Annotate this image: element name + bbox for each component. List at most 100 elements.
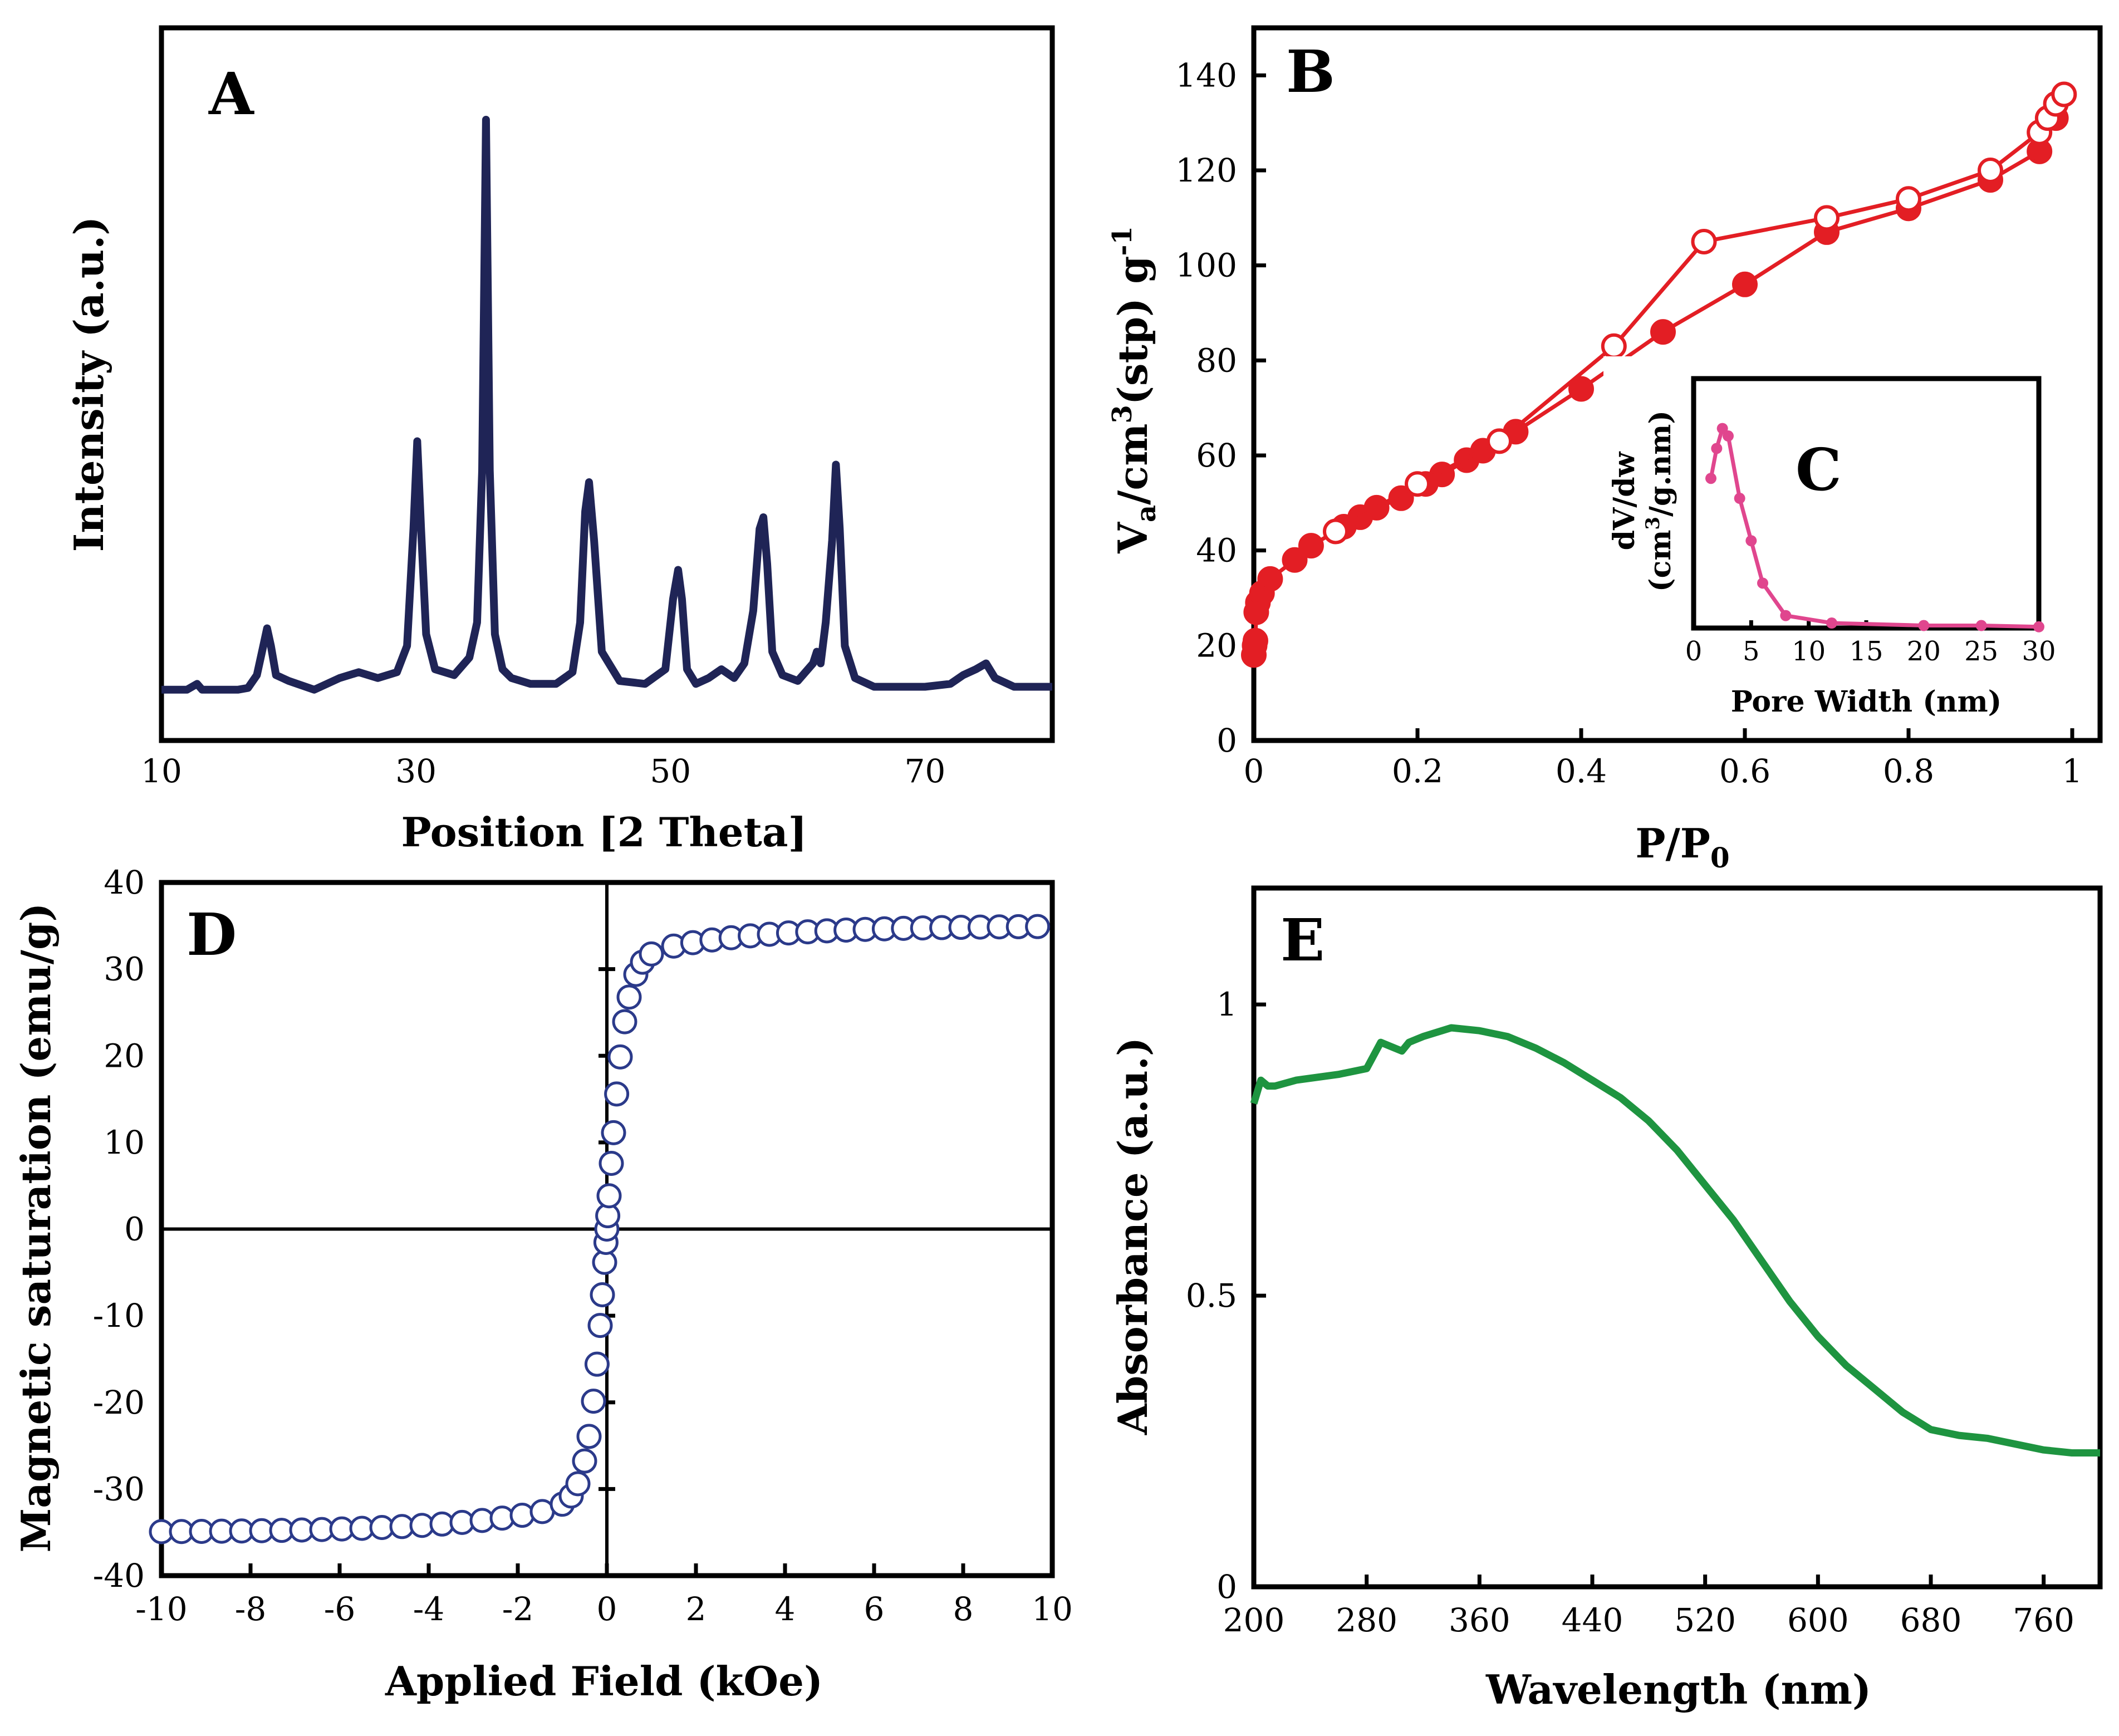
panel-d-point xyxy=(601,1120,626,1145)
panel-b-y-label-stp: (stp) g xyxy=(1109,256,1156,405)
inset-c-point xyxy=(1918,620,1930,631)
panel-e-ticks: 200 280 360 440 520 600 680 760 0 0.5 1 xyxy=(1186,985,2074,1639)
panel-d: -10 -8 -6 -4 -2 0 2 4 6 8 10-40-30-20-10010203040 … xyxy=(12,864,1073,1705)
panel-e-y-tick-label: 0 xyxy=(1217,1568,1237,1606)
panel-e-y-tick-label: 0.5 xyxy=(1186,1277,1237,1315)
inset-c-x-tick-label: 20 xyxy=(1907,636,1941,667)
panel-d-x-tick-label: 0 xyxy=(597,1590,617,1628)
panel-b-y-label-mid: /cm xyxy=(1109,424,1156,505)
panel-a-x-tick-label: 10 xyxy=(141,752,182,790)
panel-a-series-line xyxy=(161,116,1052,694)
inset-c-point xyxy=(1826,617,1837,629)
panel-d-y-tick-label: -40 xyxy=(93,1557,145,1595)
panel-e-y-label: Absorbance (a.u.) xyxy=(1109,1037,1156,1435)
panel-b-adsorption-point xyxy=(1732,271,1758,297)
panel-d-x-tick-label: 8 xyxy=(953,1590,974,1628)
inset-c: 0 5 10 15 20 25 30 C Pore Width (nm) dV/dw (cm… xyxy=(1603,356,2060,719)
panel-d-y-tick-label: 20 xyxy=(104,1037,145,1075)
panel-e-x-tick-label: 280 xyxy=(1336,1601,1397,1639)
panel-b-y-tick-label: 20 xyxy=(1196,626,1237,664)
panel-b-y-tick-label: 140 xyxy=(1175,56,1237,94)
panel-b-desorption-point xyxy=(2051,81,2077,107)
panel-a-axes-frame xyxy=(159,25,1055,743)
panel-d-y-tick-label: 30 xyxy=(104,950,145,988)
panel-d-point xyxy=(616,984,642,1010)
inset-c-y-label-line2: (cm3/g.nm) xyxy=(1642,410,1677,592)
inset-c-background xyxy=(1603,356,2060,618)
panel-b-x-tick-label: 0.6 xyxy=(1719,752,1770,790)
panel-b-desorption-point xyxy=(1978,158,2003,183)
inset-c-x-tick-label: 5 xyxy=(1743,636,1760,667)
inset-c-y-label-close: /g.nm) xyxy=(1644,410,1677,517)
panel-d-x-tick-label: 4 xyxy=(775,1590,796,1628)
panel-d-point xyxy=(509,1503,535,1528)
panel-b-x-tick-label: 0.8 xyxy=(1883,752,1934,790)
panel-e-x-tick-label: 200 xyxy=(1223,1601,1285,1639)
panel-d-x-tick-label: -4 xyxy=(413,1590,445,1628)
panel-e-x-tick-label: 600 xyxy=(1787,1601,1849,1639)
panel-b-adsorption-point xyxy=(1298,533,1324,559)
panel-b-desorption-point xyxy=(1405,471,1430,497)
panel-b-adsorption-point xyxy=(1568,376,1594,402)
panel-b-adsorption-point xyxy=(1242,627,1268,654)
panel-d-x-tick-label: -10 xyxy=(135,1590,187,1628)
inset-c-point xyxy=(1757,577,1768,589)
panel-b-y-tick-label: 40 xyxy=(1196,532,1237,570)
inset-c-x-tick-label: 10 xyxy=(1792,636,1826,667)
inset-c-x-tick-label: 15 xyxy=(1849,636,1883,667)
panel-b-adsorption-point xyxy=(1257,566,1283,592)
inset-c-y-label-open: (cm xyxy=(1644,530,1677,592)
panel-d-x-tick-label: -6 xyxy=(324,1590,356,1628)
panel-d-x-tick-label: -2 xyxy=(502,1590,534,1628)
panel-d-x-tick-label: 10 xyxy=(1032,1590,1073,1628)
panel-b-x-tick-label: 0.2 xyxy=(1392,752,1443,790)
panel-e-y-tick-label: 1 xyxy=(1217,985,1237,1023)
panel-d-x-tick-label: 6 xyxy=(864,1590,885,1628)
panel-d-point xyxy=(604,1081,630,1107)
panel-d-point xyxy=(599,1150,624,1176)
panel-b-adsorption-point xyxy=(1650,319,1676,345)
inset-c-point xyxy=(1734,493,1745,504)
panel-d-y-tick-label: 10 xyxy=(104,1124,145,1161)
panel-d-point xyxy=(572,1448,597,1474)
inset-c-x-label: Pore Width (nm) xyxy=(1731,685,2002,719)
panel-e-x-tick-label: 360 xyxy=(1449,1601,1510,1639)
inset-c-point xyxy=(1723,430,1734,442)
panel-d-label: D xyxy=(187,900,237,969)
panel-e-axes-frame xyxy=(1251,885,2103,1590)
inset-c-label: C xyxy=(1796,435,1842,504)
panel-d-point xyxy=(584,1351,610,1377)
panel-b-x-label-sub: 0 xyxy=(1710,841,1730,874)
panel-b-y-tick-label: 0 xyxy=(1217,722,1237,759)
panel-d-point xyxy=(576,1424,602,1449)
panel-e-label: E xyxy=(1281,906,1325,974)
panel-b-y-tick-label: 100 xyxy=(1175,247,1237,285)
panel-b-desorption-point xyxy=(1896,186,1921,212)
panel-b-x-label: P/P0 xyxy=(1635,820,1729,874)
panel-d-y-tick-label: -30 xyxy=(93,1470,145,1508)
inset-c-point xyxy=(1975,620,1987,631)
panel-a-x-tick-label: 70 xyxy=(905,752,946,790)
panel-b-axes-frame xyxy=(1251,25,2103,743)
inset-c-point xyxy=(2033,621,2044,632)
panel-b-y-label-v: V xyxy=(1109,522,1156,554)
panel-d-x-tick-label: 2 xyxy=(686,1590,707,1628)
panel-a-x-label: Position [2 Theta] xyxy=(401,808,807,856)
panel-b-desorption-point xyxy=(1487,428,1512,454)
panel-d-y-tick-label: 40 xyxy=(104,864,145,901)
panel-d-point xyxy=(590,1282,615,1308)
panel-e-x-tick-label: 440 xyxy=(1562,1601,1623,1639)
panel-d-point xyxy=(612,1009,637,1034)
panel-a-x-ticks: 10 30 50 70 xyxy=(141,752,945,790)
panel-b-x-tick-label: 1 xyxy=(2062,752,2083,790)
panel-b-series xyxy=(1241,81,2077,668)
panel-d-y-tick-label: -10 xyxy=(93,1297,145,1335)
panel-e-x-label: Wavelength (nm) xyxy=(1485,1666,1871,1713)
inset-c-series xyxy=(1705,423,2044,632)
panel-b-y-label-sup-3: 3 xyxy=(1107,405,1138,423)
panel-d-point xyxy=(607,1044,633,1070)
inset-c-x-tick-label: 30 xyxy=(2022,636,2056,667)
